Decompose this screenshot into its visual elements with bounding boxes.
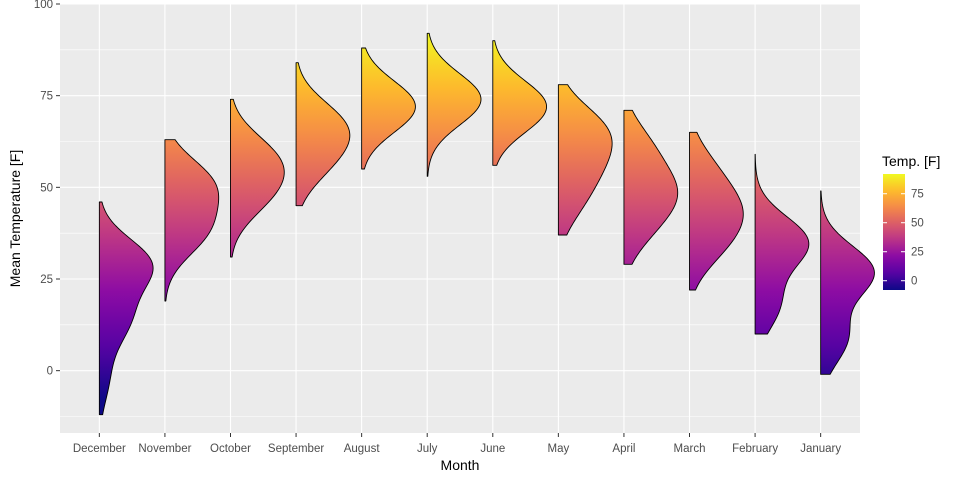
density-july — [426, 32, 482, 177]
density-june — [492, 40, 548, 166]
y-tick-label: 0 — [47, 366, 53, 378]
x-tick-label: January — [800, 443, 841, 455]
x-axis-title: Month — [441, 457, 480, 473]
y-tick-label: 75 — [40, 91, 53, 103]
density-september — [295, 62, 351, 207]
x-tick-label: February — [732, 443, 778, 455]
x-tick-label: August — [344, 443, 381, 455]
density-may — [557, 84, 613, 236]
density-shapes — [98, 32, 875, 416]
x-tick-label: October — [210, 443, 251, 455]
x-tick-label: July — [417, 443, 438, 455]
density-august — [361, 47, 416, 170]
legend-tick-label: 25 — [911, 247, 924, 259]
color-legend: Temp. [F] 0 25 50 75 — [882, 153, 940, 290]
legend-colorbar — [883, 174, 905, 290]
x-tick-label: April — [612, 443, 635, 455]
x-tick-label: September — [268, 443, 324, 455]
legend-tick-label: 0 — [911, 276, 917, 288]
x-tick-label: November — [138, 443, 191, 455]
x-tick-label: December — [73, 443, 126, 455]
density-november — [164, 139, 220, 302]
legend-tick-label: 50 — [911, 218, 924, 230]
density-march — [689, 131, 744, 291]
legend-tick-label: 75 — [911, 189, 924, 201]
legend-title: Temp. [F] — [882, 153, 940, 169]
density-january — [820, 190, 875, 375]
y-tick-label: 25 — [40, 274, 53, 286]
density-october — [230, 98, 285, 258]
density-december — [98, 201, 154, 416]
density-february — [754, 153, 810, 335]
x-tick-label: June — [480, 443, 505, 455]
y-tick-label: 100 — [34, 0, 53, 11]
y-tick-label: 50 — [40, 182, 53, 194]
y-axis-title: Mean Temperature [F] — [7, 150, 23, 287]
density-april — [623, 109, 679, 265]
x-tick-label: May — [547, 443, 569, 455]
x-tick-label: March — [674, 443, 706, 455]
x-axis: December November October September August Ju… — [73, 433, 841, 455]
y-axis: 0 25 50 75 100 — [34, 0, 60, 378]
